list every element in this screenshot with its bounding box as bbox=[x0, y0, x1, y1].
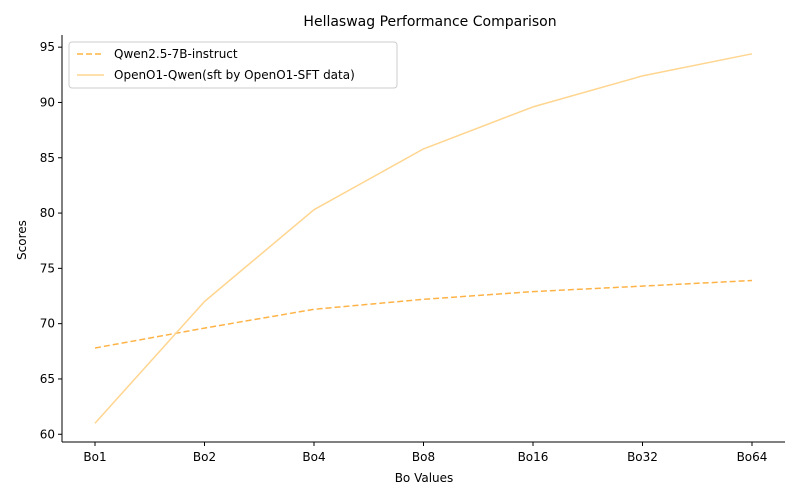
x-tick-label-bo32: Bo32 bbox=[627, 450, 658, 464]
y-ticks: 60 65 70 75 80 85 90 95 bbox=[40, 40, 62, 441]
y-axis-label: Scores bbox=[15, 220, 29, 260]
y-tick-label-90: 90 bbox=[40, 95, 55, 109]
x-tick-label-bo2: Bo2 bbox=[193, 450, 216, 464]
series-group bbox=[94, 53, 753, 424]
legend-label-openo1: OpenO1-Qwen(sft by OpenO1-SFT data) bbox=[114, 68, 355, 82]
series-line-qwen bbox=[94, 279, 753, 349]
chart-title: Hellaswag Performance Comparison bbox=[303, 14, 556, 30]
x-axis-label: Bo Values bbox=[395, 471, 454, 485]
y-tick-label-80: 80 bbox=[40, 206, 55, 220]
x-tick-label-bo64: Bo64 bbox=[737, 450, 768, 464]
legend-label-qwen: Qwen2.5-7B-instruct bbox=[114, 47, 238, 61]
y-tick-label-75: 75 bbox=[40, 261, 55, 275]
y-tick-label-95: 95 bbox=[40, 40, 55, 54]
x-tick-label-bo4: Bo4 bbox=[302, 450, 325, 464]
x-tick-label-bo16: Bo16 bbox=[518, 450, 549, 464]
legend: Qwen2.5-7B-instruct OpenO1-Qwen(sft by O… bbox=[68, 41, 398, 89]
y-tick-label-70: 70 bbox=[40, 317, 55, 331]
legend-box bbox=[68, 41, 398, 89]
series-line-openo1 bbox=[94, 53, 753, 424]
x-tick-label-bo8: Bo8 bbox=[412, 450, 435, 464]
x-ticks: Bo1 Bo2 Bo4 Bo8 Bo16 Bo32 Bo64 bbox=[83, 442, 767, 464]
y-tick-label-60: 60 bbox=[40, 427, 55, 441]
x-tick-label-bo1: Bo1 bbox=[83, 450, 106, 464]
y-tick-label-65: 65 bbox=[40, 372, 55, 386]
y-tick-label-85: 85 bbox=[40, 151, 55, 165]
